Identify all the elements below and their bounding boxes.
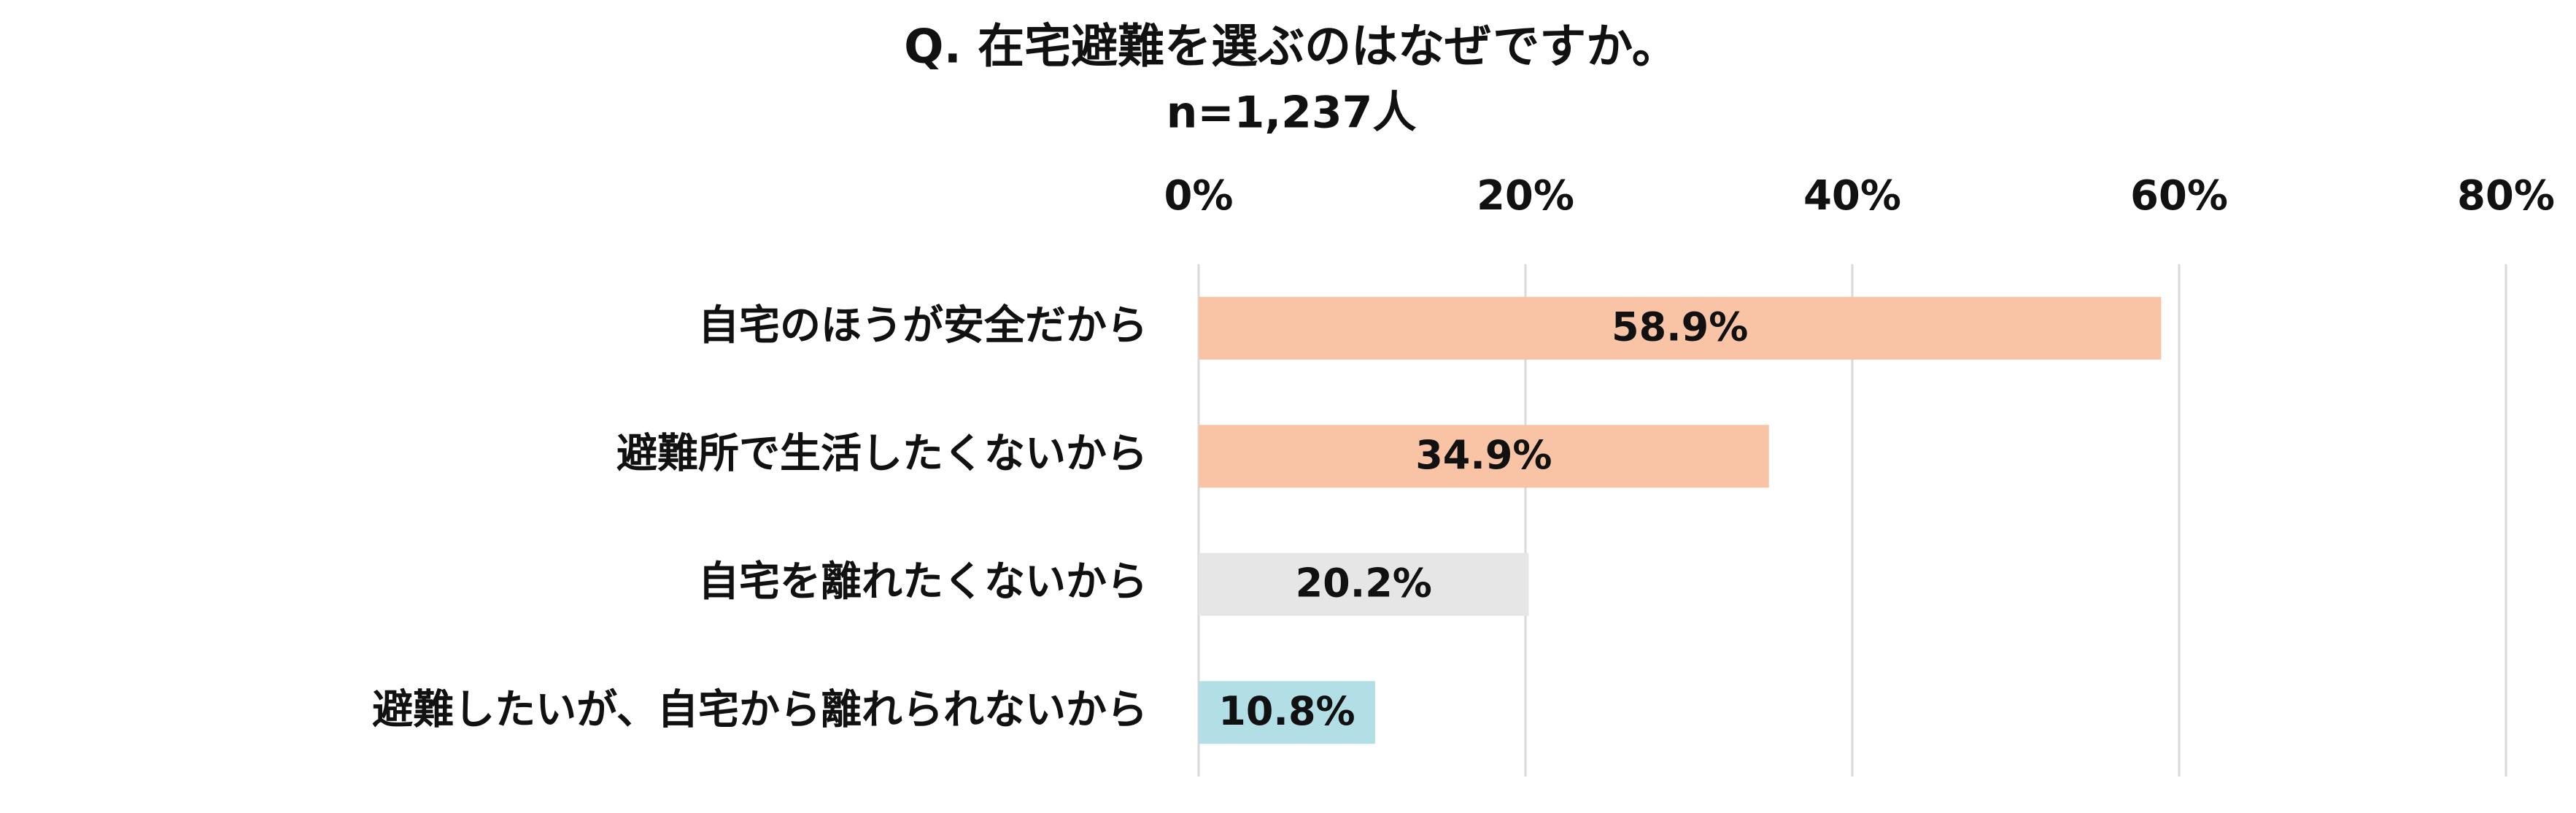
y-tick-label: 自宅のほうが安全だから (698, 302, 1148, 350)
y-tick-label: 避難所で生活したくないから (616, 430, 1148, 477)
bar (1199, 681, 1375, 744)
x-tick-label: 0% (1164, 172, 1233, 220)
chart-subtitle: n=1,237人 (1167, 88, 1417, 139)
value-label: 34.9% (1415, 432, 1552, 478)
value-label: 20.2% (1296, 560, 1432, 606)
x-tick-label: 20% (1477, 172, 1574, 220)
value-label: 58.9% (1612, 304, 1748, 350)
y-tick-label: 自宅を離れたくないから (698, 558, 1148, 606)
x-tick-label: 60% (2130, 172, 2228, 220)
x-tick-label: 80% (2457, 172, 2555, 220)
x-tick-label: 40% (1803, 172, 1901, 220)
bar (1199, 425, 1769, 488)
y-tick-label: 避難したいが、自宅から離れられないから (372, 686, 1148, 733)
value-label: 10.8% (1218, 688, 1355, 734)
chart-title: Q. 在宅避難を選ぶのはなぜですか。 (904, 20, 1679, 74)
bar (1199, 296, 2162, 360)
bar (1199, 552, 1529, 616)
